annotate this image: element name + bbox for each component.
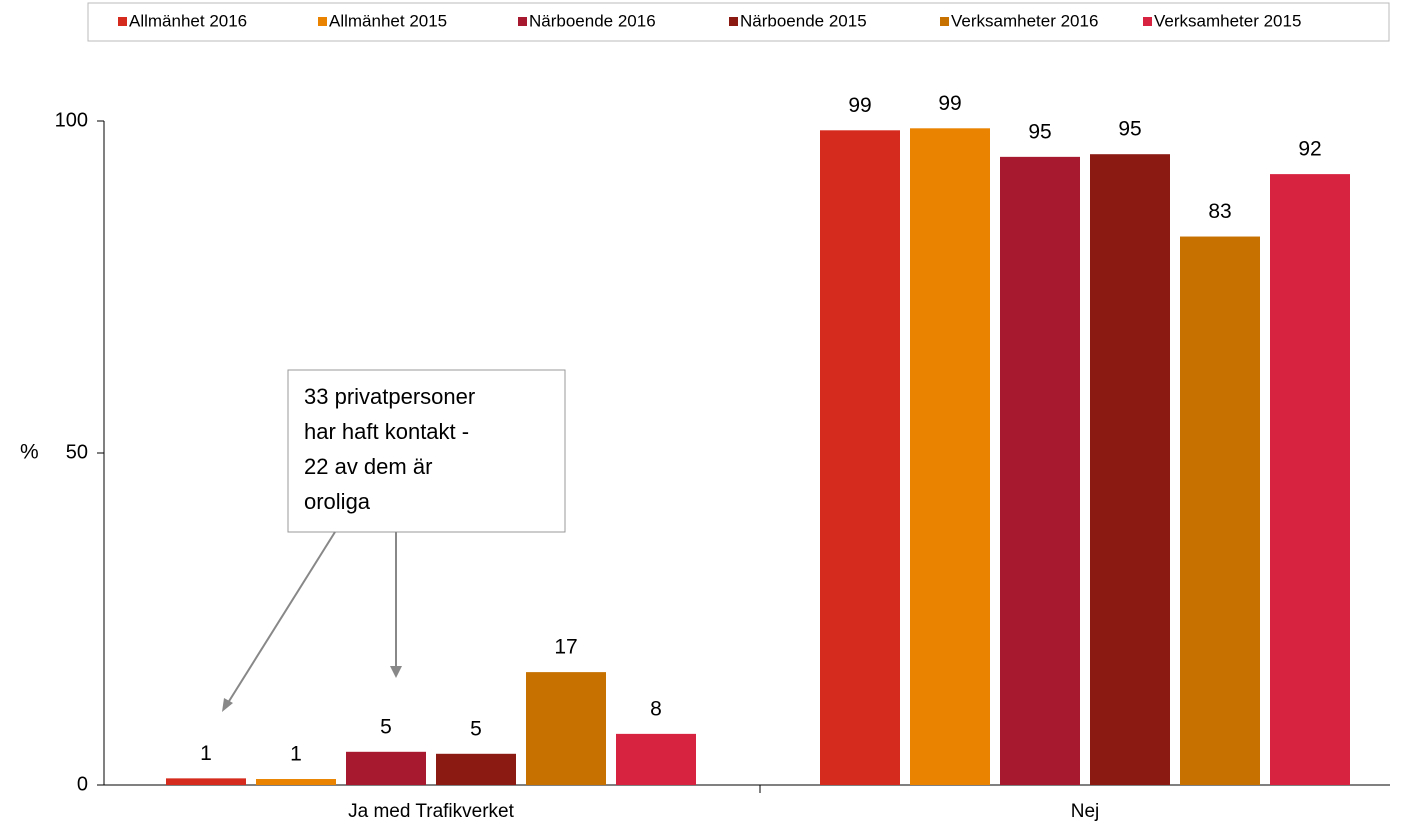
annotation-arrow (225, 531, 336, 707)
bar (526, 672, 606, 785)
data-label: 8 (650, 697, 662, 720)
data-label: 1 (200, 742, 212, 765)
annotation-text: oroliga (304, 489, 371, 514)
legend-box (87, 2, 1390, 42)
legend-label: Allmänhet 2015 (329, 11, 447, 30)
x-tick-label: Nej (1071, 801, 1100, 822)
legend-swatch (318, 17, 327, 26)
annotation-text: har haft kontakt - (304, 419, 469, 444)
legend-label: Närboende 2015 (740, 11, 867, 30)
legend-swatch (729, 17, 738, 26)
bar (1180, 236, 1260, 785)
bar (1090, 154, 1170, 785)
data-label: 95 (1028, 120, 1051, 143)
data-label: 1 (290, 743, 302, 766)
y-tick-label: 100 (55, 109, 88, 131)
annotation-box (287, 369, 566, 533)
bar (346, 751, 426, 785)
legend-swatch (118, 17, 127, 26)
legend-swatch (940, 17, 949, 26)
bar (1000, 156, 1080, 785)
data-label: 83 (1208, 200, 1231, 223)
legend-swatch (518, 17, 527, 26)
legend-label: Verksamheter 2016 (951, 11, 1098, 30)
annotation-arrowhead (390, 666, 402, 678)
bar (256, 779, 336, 785)
data-label: 92 (1298, 138, 1321, 161)
data-label: 17 (554, 636, 577, 659)
bar (166, 778, 246, 785)
data-label: 99 (848, 94, 871, 117)
legend-label: Allmänhet 2016 (129, 11, 247, 30)
y-axis-label: % (20, 441, 39, 464)
y-tick-label: 50 (66, 441, 88, 463)
annotation-arrowhead (222, 698, 233, 712)
bar (1270, 174, 1350, 785)
data-label: 95 (1118, 118, 1141, 141)
x-tick-label: Ja med Trafikverket (348, 801, 514, 822)
y-tick-label: 0 (77, 773, 88, 795)
data-label: 5 (380, 715, 392, 738)
legend-label: Närboende 2016 (529, 11, 656, 30)
bar (910, 128, 990, 785)
bar (820, 130, 900, 785)
data-label: 5 (470, 717, 482, 740)
annotation-text: 22 av dem är (304, 454, 432, 479)
bar (436, 753, 516, 785)
annotation-text: 33 privatpersoner (304, 384, 475, 409)
legend-swatch (1143, 17, 1152, 26)
data-label: 99 (938, 92, 961, 115)
legend-label: Verksamheter 2015 (1154, 11, 1301, 30)
bar (616, 733, 696, 785)
